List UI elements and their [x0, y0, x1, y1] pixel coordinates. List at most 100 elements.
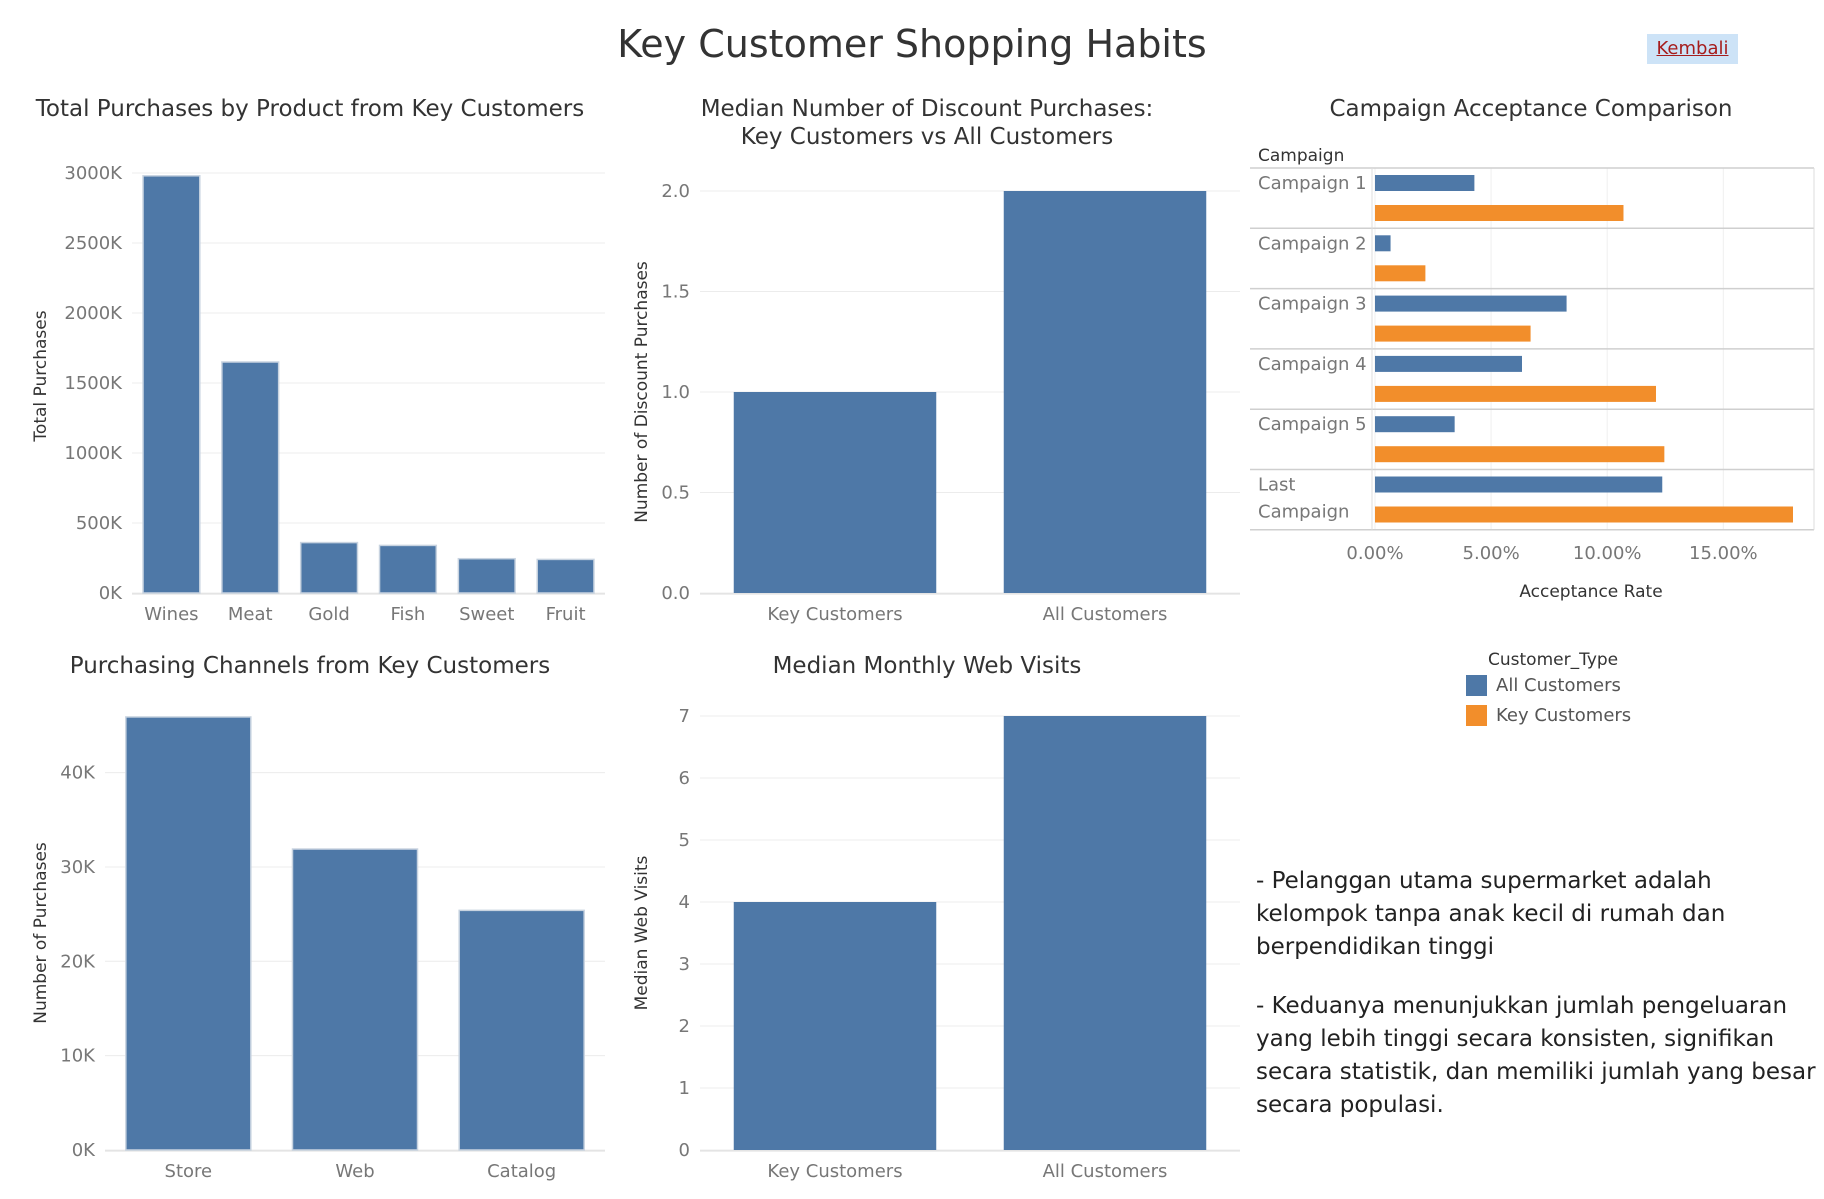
x-tick-label: All Customers [1043, 1161, 1168, 1182]
campaign-label: Campaign 5 [1258, 414, 1367, 435]
discount-purchases-chart: Median Number of Discount Purchases:Key … [632, 96, 1240, 625]
legend-swatch-all [1466, 674, 1487, 696]
bar [1375, 416, 1455, 433]
bar [1375, 235, 1391, 252]
y-tick-label: 6 [679, 768, 690, 789]
y-tick-label: 1.0 [661, 382, 690, 403]
campaign-label: Campaign 3 [1258, 294, 1367, 315]
x-tick-label: Meat [228, 604, 273, 625]
legend-label-all: All Customers [1496, 674, 1621, 696]
legend-item-all-customers[interactable]: All Customers [1466, 670, 1706, 700]
bar [1003, 191, 1207, 593]
x-tick-label: Web [335, 1161, 374, 1182]
x-tick-label: Store [165, 1161, 213, 1182]
x-tick-label: Fish [390, 604, 425, 625]
legend-label-key: Key Customers [1496, 704, 1632, 726]
bar [1375, 385, 1656, 402]
web-visits-chart: Median Monthly Web Visits 0 1 2 3 4 5 6 7 Key Cus… [632, 653, 1240, 1182]
x-tick-label: 0.00% [1346, 543, 1403, 564]
y-tick-label: 20K [60, 951, 96, 972]
campaign-label: Campaign 1 [1258, 173, 1367, 194]
bar [1375, 355, 1522, 372]
y-tick-label: 2.0 [661, 181, 690, 202]
y-tick-label: 2000K [64, 303, 123, 324]
chart-title: Purchasing Channels from Key Customers [70, 653, 550, 679]
bar [299, 541, 359, 594]
y-tick-label: 1500K [64, 373, 123, 394]
y-tick-label: 10K [60, 1046, 96, 1067]
campaign-label: Last [1258, 475, 1296, 496]
y-tick-label: 4 [679, 892, 690, 913]
x-axis-title: Acceptance Rate [1519, 582, 1662, 602]
purchasing-channels-chart: Purchasing Channels from Key Customers 0K… [31, 653, 605, 1182]
campaign-label: Campaign 4 [1258, 354, 1367, 375]
x-tick-label: Key Customers [767, 1161, 902, 1182]
y-axis-title: Number of Discount Purchases [632, 261, 652, 523]
back-link[interactable]: Kembali [1647, 34, 1738, 64]
bar [1375, 295, 1567, 312]
bar [1375, 175, 1475, 191]
insight-notes: - Pelanggan utama supermarket adalah kel… [1256, 865, 1816, 1148]
bar [1375, 446, 1665, 463]
x-tick-label: 5.00% [1463, 543, 1520, 564]
y-axis-title: Median Web Visits [632, 855, 652, 1010]
bar [733, 392, 937, 593]
x-tick-label: 15.00% [1689, 543, 1758, 564]
purchases-by-product-chart: Total Purchases by Product from Key Cust… [31, 96, 605, 625]
legend-swatch-key [1466, 704, 1487, 726]
page-title: Key Customer Shopping Habits [617, 22, 1207, 66]
chart-title: Median Number of Discount Purchases: [701, 96, 1154, 122]
bar [291, 848, 419, 1151]
y-tick-label: 3 [679, 954, 690, 975]
campaign-label: Campaign 2 [1258, 233, 1367, 254]
y-axis-title: Number of Purchases [31, 842, 51, 1024]
x-tick-label: Wines [144, 604, 198, 625]
y-tick-label: 2500K [64, 233, 123, 254]
bar [458, 909, 585, 1151]
bar [457, 557, 516, 594]
bar [1375, 325, 1531, 342]
y-tick-label: 30K [60, 857, 96, 878]
bar [1375, 205, 1624, 221]
insight-note: - Pelanggan utama supermarket adalah kel… [1256, 868, 1726, 960]
bar [142, 175, 201, 594]
y-tick-label: 5 [679, 830, 690, 851]
row-header: Campaign [1258, 146, 1344, 166]
bar [1003, 716, 1207, 1150]
y-tick-label: 0.0 [661, 583, 690, 604]
y-tick-label: 40K [60, 763, 96, 784]
bar [536, 558, 595, 594]
y-tick-label: 7 [679, 706, 690, 727]
x-tick-label: All Customers [1043, 604, 1168, 625]
chart-title: Total Purchases by Product from Key Cust… [35, 96, 584, 122]
bar [733, 902, 937, 1150]
y-tick-label: 0 [679, 1140, 690, 1161]
y-tick-label: 1.5 [661, 282, 690, 303]
y-tick-label: 500K [76, 513, 123, 534]
customer-type-legend: Customer_Type All Customers Key Customer… [1466, 650, 1706, 730]
chart-title: Key Customers vs All Customers [741, 124, 1113, 150]
bar [1375, 265, 1426, 282]
y-tick-label: 3000K [64, 163, 123, 184]
bar [1375, 476, 1663, 493]
y-tick-label: 0.5 [661, 483, 690, 504]
x-tick-label: 10.00% [1573, 543, 1642, 564]
insight-note: - Keduanya menunjukkan jumlah pengeluara… [1256, 993, 1816, 1118]
legend-item-key-customers[interactable]: Key Customers [1466, 700, 1706, 730]
y-tick-label: 1000K [64, 443, 123, 464]
x-tick-label: Gold [308, 604, 349, 625]
bar [1375, 506, 1793, 523]
y-tick-label: 0K [99, 583, 123, 604]
y-tick-label: 0K [72, 1140, 96, 1161]
bar [221, 361, 280, 594]
y-tick-label: 1 [679, 1078, 690, 1099]
bar [378, 544, 438, 594]
y-axis-title: Total Purchases [31, 310, 51, 442]
chart-title: Median Monthly Web Visits [773, 653, 1082, 679]
bar [125, 716, 252, 1151]
campaign-label: Campaign [1258, 502, 1349, 523]
x-tick-label: Fruit [546, 604, 586, 625]
x-tick-label: Key Customers [767, 604, 902, 625]
y-tick-label: 2 [679, 1016, 690, 1037]
x-tick-label: Sweet [459, 604, 514, 625]
